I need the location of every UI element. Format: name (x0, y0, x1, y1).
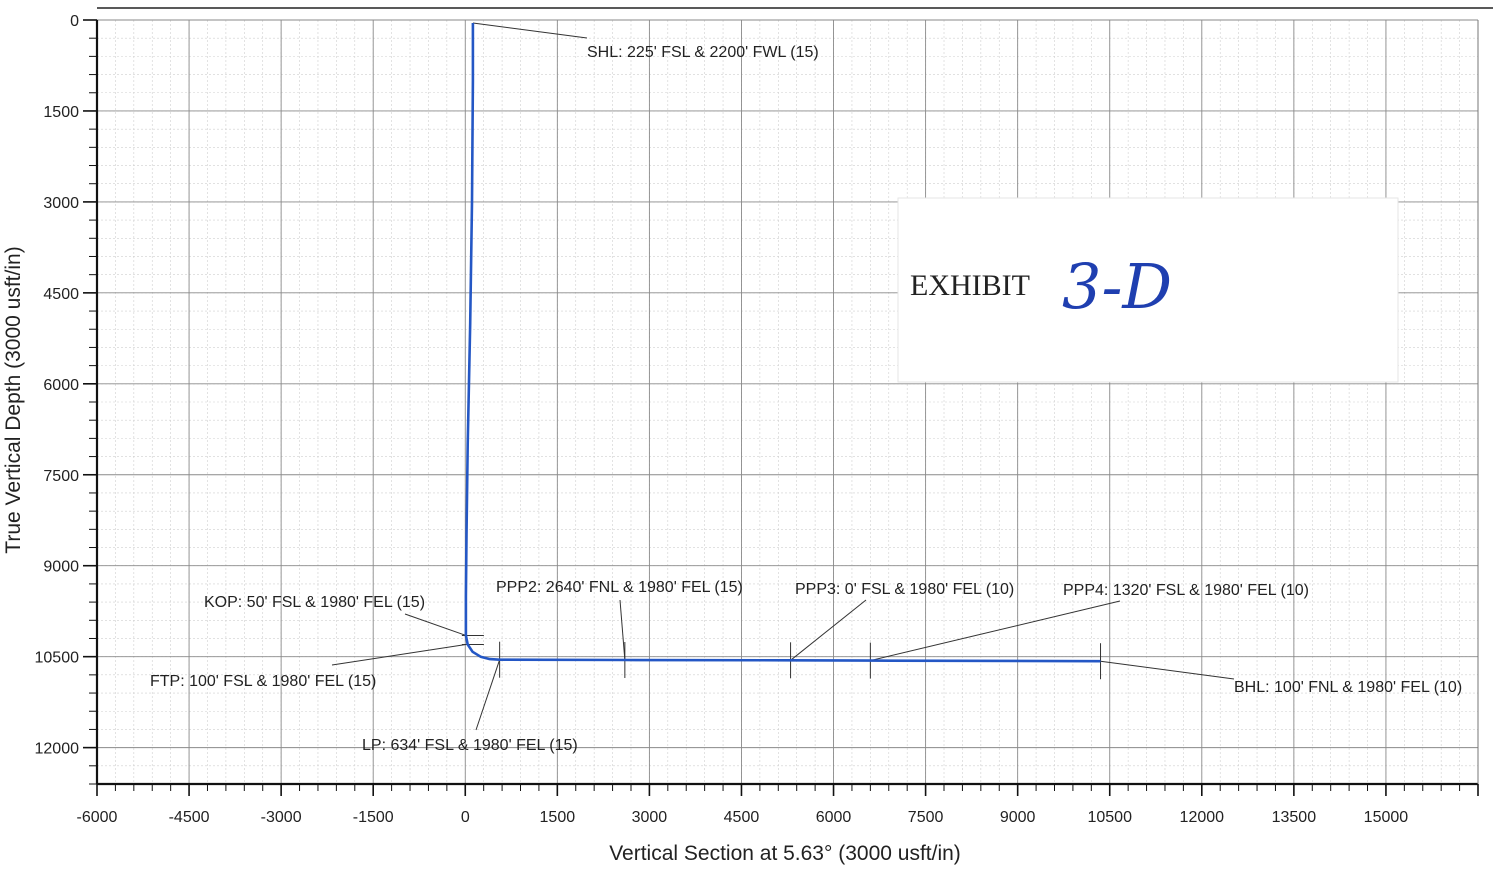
x-tick-label: 3000 (632, 809, 668, 826)
annotation-label: SHL: 225' FSL & 2200' FWL (15) (587, 44, 819, 61)
exhibit-handwritten-number: 3-D (1062, 250, 1172, 323)
annotation-leader-lines (331, 22, 1235, 731)
x-tick-label: -3000 (261, 809, 302, 826)
y-tick-label: 3000 (43, 195, 79, 212)
y-tick-label: 12000 (35, 741, 80, 758)
annotation-labels: SHL: 225' FSL & 2200' FWL (15) KOP: 50' F… (150, 44, 1462, 754)
annotation-label: KOP: 50' FSL & 1980' FEL (15) (204, 594, 425, 611)
y-tick-label: 10500 (35, 650, 80, 667)
y-axis-title: True Vertical Depth (3000 usft/in) (2, 246, 25, 553)
exhibit-sticker: EXHIBIT 3-D (897, 197, 1399, 383)
annotation-label: LP: 634' FSL & 1980' FEL (15) (362, 737, 578, 754)
x-tick-label: -6000 (77, 809, 118, 826)
annotation-label: FTP: 100' FSL & 1980' FEL (15) (150, 673, 376, 690)
x-tick-label: 4500 (724, 809, 760, 826)
wellbore-trajectory-line (464, 23, 1101, 663)
annotation-leader (404, 613, 467, 636)
y-tick-label: 4500 (43, 286, 79, 303)
y-tick-label: 0 (70, 13, 79, 30)
y-tick-label: 1500 (43, 104, 79, 121)
x-axis-title: Vertical Section at 5.63° (3000 usft/in) (609, 842, 961, 865)
annotation-leader (331, 644, 466, 666)
minor-grid (96, 19, 1479, 785)
annotation-leader (472, 22, 588, 39)
axes (95, 7, 1493, 786)
annotation-leader (870, 600, 1121, 662)
y-tick-label: 7500 (43, 468, 79, 485)
annotation-label: PPP4: 1320' FSL & 1980' FEL (10) (1063, 582, 1309, 599)
x-tick-label: 0 (461, 809, 470, 826)
x-tick-label: 9000 (1000, 809, 1036, 826)
x-tick-labels: -6000 -4500 -3000 -1500 0 1500 3000 4500 6000 750… (77, 809, 1409, 826)
annotation-label: PPP2: 2640' FNL & 1980' FEL (15) (496, 579, 743, 596)
x-tick-label: 7500 (908, 809, 944, 826)
annotation-leader (619, 599, 626, 661)
annotation-label: BHL: 100' FNL & 1980' FEL (10) (1234, 679, 1462, 696)
annotation-label: PPP3: 0' FSL & 1980' FEL (10) (795, 581, 1014, 598)
tick-marks (83, 19, 1479, 796)
y-tick-labels: 0 1500 3000 4500 6000 7500 9000 10500 12000 (35, 13, 80, 758)
x-tick-label: 15000 (1364, 809, 1409, 826)
major-grid (96, 19, 1479, 784)
annotation-leader (475, 659, 501, 731)
x-tick-label: -4500 (169, 809, 210, 826)
x-tick-label: 10500 (1087, 809, 1132, 826)
exhibit-label: EXHIBIT (910, 269, 1030, 302)
y-tick-label: 6000 (43, 377, 79, 394)
x-tick-label: 1500 (540, 809, 576, 826)
x-tick-label: -1500 (353, 809, 394, 826)
x-tick-label: 12000 (1180, 809, 1225, 826)
y-tick-label: 9000 (43, 559, 79, 576)
x-tick-label: 6000 (816, 809, 852, 826)
annotation-leader (1100, 660, 1235, 680)
x-tick-label: 13500 (1272, 809, 1317, 826)
annotation-leader (790, 599, 867, 661)
exhibit-paper (897, 197, 1399, 383)
